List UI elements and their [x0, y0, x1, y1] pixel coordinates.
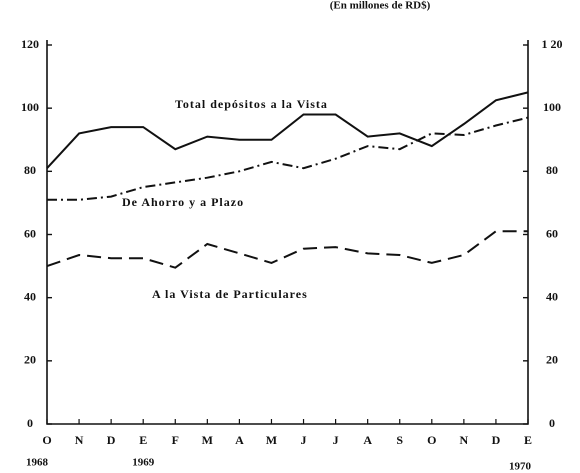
x-tick-label: D: [107, 433, 116, 447]
x-tick-label: M: [202, 433, 213, 447]
y2-tick-label: 1 20: [542, 37, 563, 51]
year-label: 1969: [132, 457, 155, 469]
y-tick-label: 80: [24, 163, 36, 177]
chart-title: (En millones de RD$): [330, 0, 431, 12]
year-label: 1968: [26, 457, 49, 469]
x-tick-label: E: [524, 433, 532, 447]
x-tick-label: O: [427, 433, 436, 447]
y2-tick-label: 60: [546, 226, 558, 240]
year-label: 1970: [509, 461, 532, 473]
x-tick-label: N: [460, 433, 469, 447]
y-tick-label: 100: [21, 100, 39, 114]
y2-tick-label: 20: [546, 353, 558, 367]
y2-tick-label: 80: [546, 163, 558, 177]
series-line: [46, 230, 528, 269]
x-tick-label: M: [266, 433, 277, 447]
x-tick-label: J: [333, 433, 339, 447]
x-tick-label: N: [75, 433, 84, 447]
series-label: Total depósitos a la Vista: [175, 97, 328, 111]
series-label: De Ahorro y a Plazo: [122, 195, 244, 209]
x-tick-label: S: [396, 433, 403, 447]
x-tick-label: F: [172, 433, 179, 447]
y2-tick-label: 0: [549, 416, 555, 430]
y-tick-label: 120: [21, 37, 39, 51]
y-tick-label: 0: [27, 416, 33, 430]
y-tick-label: 20: [24, 353, 36, 367]
y-tick-label: 60: [24, 226, 36, 240]
y-tick-label: 40: [24, 289, 36, 303]
x-tick-label: E: [139, 433, 147, 447]
x-tick-label: A: [363, 433, 372, 447]
series-line: [47, 116, 529, 201]
x-tick-label: J: [301, 433, 307, 447]
y2-tick-label: 100: [543, 100, 561, 114]
series-label: A la Vista de Particulares: [152, 287, 308, 301]
y2-tick-label: 40: [546, 289, 558, 303]
series-line: [46, 91, 529, 169]
x-tick-label: O: [42, 433, 51, 447]
x-tick-label: D: [492, 433, 501, 447]
x-tick-label: A: [235, 433, 244, 447]
